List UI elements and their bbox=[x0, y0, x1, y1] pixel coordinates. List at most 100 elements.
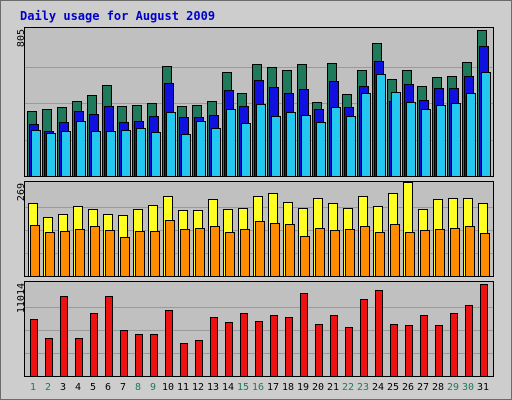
bar-kb-f-day-23 bbox=[360, 299, 368, 376]
bar-pages-day-9 bbox=[151, 132, 161, 176]
x-tick-day-11: 11 bbox=[176, 382, 190, 393]
bar-pages-day-29 bbox=[451, 103, 461, 176]
bar-kb-f-day-11 bbox=[180, 343, 188, 376]
kbytes-plot bbox=[25, 284, 493, 376]
bar-sites-day-6 bbox=[105, 230, 115, 276]
bar-kb-f-day-25 bbox=[390, 324, 398, 376]
x-tick-day-31: 31 bbox=[476, 382, 490, 393]
bar-kb-f-day-26 bbox=[405, 325, 413, 376]
x-tick-day-25: 25 bbox=[386, 382, 400, 393]
bar-sites-day-9 bbox=[150, 231, 160, 276]
x-tick-day-6: 6 bbox=[104, 382, 112, 393]
x-tick-day-16: 16 bbox=[251, 382, 265, 393]
bar-kb-f-day-2 bbox=[45, 338, 53, 376]
bar-sites-day-28 bbox=[435, 229, 445, 276]
x-tick-day-22: 22 bbox=[341, 382, 355, 393]
bar-sites-day-30 bbox=[465, 226, 475, 276]
bar-sites-day-5 bbox=[90, 226, 100, 276]
bar-kb-f-day-10 bbox=[165, 310, 173, 376]
bar-kb-f-day-5 bbox=[90, 313, 98, 376]
x-tick-day-15: 15 bbox=[236, 382, 250, 393]
x-tick-day-12: 12 bbox=[191, 382, 205, 393]
bar-kb-f-day-24 bbox=[375, 290, 383, 376]
kb-legend: KB F / KB In / KB Out bbox=[494, 283, 512, 377]
bar-sites-day-11 bbox=[180, 229, 190, 276]
x-tick-day-18: 18 bbox=[281, 382, 295, 393]
bar-kb-f-day-21 bbox=[330, 315, 338, 376]
bar-sites-day-23 bbox=[360, 226, 370, 276]
bar-pages-day-17 bbox=[271, 116, 281, 176]
x-tick-day-8: 8 bbox=[134, 382, 142, 393]
bar-kb-f-day-29 bbox=[450, 313, 458, 376]
x-tick-day-7: 7 bbox=[119, 382, 127, 393]
bar-pages-day-26 bbox=[406, 102, 416, 176]
bar-sites-day-1 bbox=[30, 225, 40, 276]
bar-pages-day-25 bbox=[391, 92, 401, 176]
bar-sites-day-15 bbox=[240, 229, 250, 276]
bar-kb-f-day-9 bbox=[150, 334, 158, 376]
x-tick-day-9: 9 bbox=[149, 382, 157, 393]
hits-files-pages-chart bbox=[24, 27, 494, 177]
bar-pages-day-19 bbox=[301, 115, 311, 176]
x-tick-day-14: 14 bbox=[221, 382, 235, 393]
bar-sites-day-8 bbox=[135, 231, 145, 276]
bar-sites-day-27 bbox=[420, 230, 430, 276]
bar-pages-day-18 bbox=[286, 112, 296, 176]
x-tick-day-3: 3 bbox=[59, 382, 67, 393]
visits-legend: Sites / Visits bbox=[494, 183, 512, 277]
x-tick-day-17: 17 bbox=[266, 382, 280, 393]
bar-sites-day-26 bbox=[405, 232, 415, 276]
x-tick-day-5: 5 bbox=[89, 382, 97, 393]
bar-pages-day-28 bbox=[436, 105, 446, 176]
visits-sites-plot bbox=[25, 182, 493, 276]
bar-pages-day-8 bbox=[136, 128, 146, 176]
bar-pages-day-30 bbox=[466, 93, 476, 176]
bar-pages-day-31 bbox=[481, 72, 491, 176]
bar-sites-day-21 bbox=[330, 230, 340, 276]
bar-pages-day-14 bbox=[226, 109, 236, 176]
bar-kb-f-day-28 bbox=[435, 325, 443, 376]
bar-pages-day-23 bbox=[361, 93, 371, 176]
bar-sites-day-22 bbox=[345, 229, 355, 276]
x-tick-day-19: 19 bbox=[296, 382, 310, 393]
bar-pages-day-4 bbox=[76, 121, 86, 176]
visits-ymax-label: 269 bbox=[6, 183, 27, 223]
x-tick-day-28: 28 bbox=[431, 382, 445, 393]
bar-sites-day-3 bbox=[60, 231, 70, 276]
bar-sites-day-31 bbox=[480, 233, 490, 276]
bar-sites-day-17 bbox=[270, 223, 280, 276]
bar-pages-day-16 bbox=[256, 104, 266, 176]
kbytes-chart bbox=[24, 281, 494, 377]
bar-kb-f-day-18 bbox=[285, 317, 293, 376]
x-tick-day-21: 21 bbox=[326, 382, 340, 393]
bar-kb-f-day-17 bbox=[270, 315, 278, 376]
bar-sites-day-12 bbox=[195, 228, 205, 276]
bar-kb-f-day-22 bbox=[345, 327, 353, 376]
bar-pages-day-2 bbox=[46, 133, 56, 176]
bar-pages-day-13 bbox=[211, 128, 221, 176]
bar-pages-day-24 bbox=[376, 74, 386, 176]
bar-sites-day-10 bbox=[165, 220, 175, 276]
x-tick-day-13: 13 bbox=[206, 382, 220, 393]
bar-sites-day-13 bbox=[210, 226, 220, 276]
bar-visits-day-26 bbox=[403, 182, 413, 276]
kb-ymax-label: 11014 bbox=[6, 283, 27, 323]
bar-sites-day-29 bbox=[450, 228, 460, 276]
x-tick-day-10: 10 bbox=[161, 382, 175, 393]
bar-kb-f-day-20 bbox=[315, 324, 323, 376]
bar-sites-day-20 bbox=[315, 228, 325, 276]
bar-sites-day-14 bbox=[225, 232, 235, 276]
bar-kb-f-day-1 bbox=[30, 319, 38, 376]
bar-pages-day-1 bbox=[31, 130, 41, 176]
chart-title: Daily usage for August 2009 bbox=[20, 9, 216, 23]
bar-pages-day-15 bbox=[241, 123, 251, 176]
bar-pages-day-22 bbox=[346, 116, 356, 176]
bar-pages-day-3 bbox=[61, 131, 71, 176]
bar-pages-day-12 bbox=[196, 121, 206, 176]
bar-kb-f-day-19 bbox=[300, 293, 308, 376]
bar-pages-day-20 bbox=[316, 122, 326, 176]
bar-pages-day-5 bbox=[91, 131, 101, 176]
hits-files-pages-plot bbox=[25, 30, 493, 176]
bar-sites-day-2 bbox=[45, 232, 55, 276]
